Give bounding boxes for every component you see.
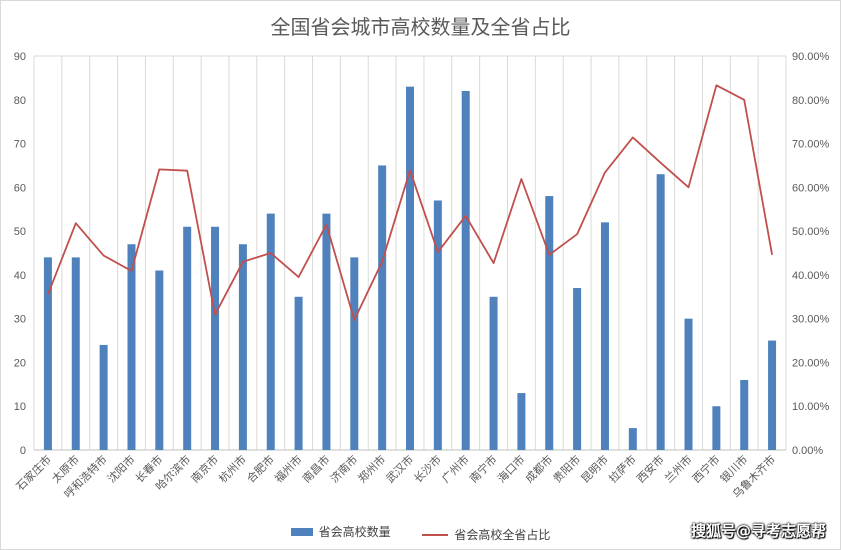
right-tick-label: 0.00% [792, 445, 823, 457]
category-label: 合肥市 [244, 452, 277, 485]
bar-series [43, 86, 777, 451]
category-label: 长沙市 [411, 452, 444, 485]
category-label: 拉萨市 [606, 452, 639, 485]
legend-line-swatch [422, 533, 449, 536]
category-label: 南京市 [188, 452, 221, 485]
bar [433, 200, 442, 450]
category-label: 昆明市 [578, 452, 611, 485]
bar [740, 379, 749, 450]
bar [294, 296, 303, 450]
bar [211, 226, 220, 450]
ratio-line [47, 84, 773, 321]
bar [600, 222, 609, 450]
category-label: 石家庄市 [13, 452, 54, 493]
grid-lines [33, 55, 787, 451]
legend-line-label: 省会高校全省占比 [454, 528, 551, 542]
category-label: 广州市 [439, 452, 472, 485]
right-tick-label: 60.00% [792, 182, 830, 194]
category-axis: 石家庄市太原市呼和浩特市沈阳市长春市哈尔滨市南京市杭州市合肥市福州市南昌市济南市… [13, 452, 778, 501]
right-tick-label: 40.00% [792, 270, 830, 282]
bar [656, 174, 665, 450]
bar [99, 344, 108, 450]
category-label: 沈阳市 [104, 452, 137, 485]
bar [127, 244, 136, 450]
bar [573, 288, 582, 450]
watermark: 搜狐号@寻考志愿帮 [690, 522, 826, 540]
right-tick-label: 20.00% [792, 357, 830, 369]
bar [684, 318, 693, 450]
bar [461, 91, 470, 451]
left-tick-label: 70 [14, 139, 26, 151]
left-tick-label: 60 [14, 182, 26, 194]
bar [43, 257, 52, 450]
category-label: 西安市 [634, 452, 667, 485]
legend-item-bar: 省会高校数量 [290, 523, 391, 540]
chart-title: 全国省会城市高校数量及全省占比 [270, 15, 571, 39]
left-tick-label: 80 [14, 95, 26, 107]
bar [183, 226, 192, 450]
category-label: 福州市 [271, 452, 304, 485]
bar [238, 244, 247, 450]
left-axis: 0 10 20 30 40 50 60 70 80 90 [14, 51, 26, 457]
bar [406, 86, 414, 451]
right-tick-label: 70.00% [792, 139, 830, 151]
bar [322, 213, 331, 450]
left-tick-label: 30 [14, 314, 26, 326]
bar [71, 257, 80, 450]
line-series [47, 84, 773, 321]
bar [712, 406, 721, 450]
category-label: 贵阳市 [550, 452, 583, 485]
category-label: 武汉市 [383, 452, 416, 485]
bar [350, 257, 359, 450]
right-tick-label: 30.00% [792, 314, 830, 326]
right-tick-label: 10.00% [792, 401, 830, 413]
category-label: 成都市 [522, 452, 555, 485]
right-tick-label: 80.00% [792, 95, 830, 107]
right-tick-label: 90.00% [792, 51, 830, 63]
legend-bar-label: 省会高校数量 [318, 525, 391, 539]
left-tick-label: 90 [14, 51, 26, 63]
category-label: 郑州市 [355, 452, 388, 485]
category-label: 西宁市 [689, 452, 722, 485]
category-label: 南昌市 [299, 452, 332, 485]
bar [378, 165, 387, 450]
bar [517, 393, 526, 450]
left-tick-label: 50 [14, 226, 26, 238]
bar [155, 270, 164, 450]
category-label: 济南市 [327, 452, 360, 485]
bar [768, 340, 777, 450]
left-tick-label: 20 [14, 357, 26, 369]
category-label: 海口市 [494, 452, 527, 485]
category-label: 南宁市 [466, 452, 499, 485]
category-label: 杭州市 [216, 452, 249, 485]
legend-item-line: 省会高校全省占比 [422, 526, 550, 543]
bar [266, 213, 275, 450]
legend: 省会高校数量 省会高校全省占比 [1, 523, 840, 543]
category-label: 兰州市 [661, 452, 694, 485]
bar [489, 296, 498, 450]
bar [545, 196, 554, 450]
left-tick-label: 40 [14, 270, 26, 282]
right-tick-label: 50.00% [792, 226, 830, 238]
bar [628, 428, 637, 450]
legend-bar-swatch [290, 527, 313, 536]
left-tick-label: 10 [14, 401, 26, 413]
left-tick-label: 0 [20, 445, 26, 457]
right-axis: 0.00% 10.00% 20.00% 30.00% 40.00% 50.00% 60.00… [792, 51, 830, 457]
